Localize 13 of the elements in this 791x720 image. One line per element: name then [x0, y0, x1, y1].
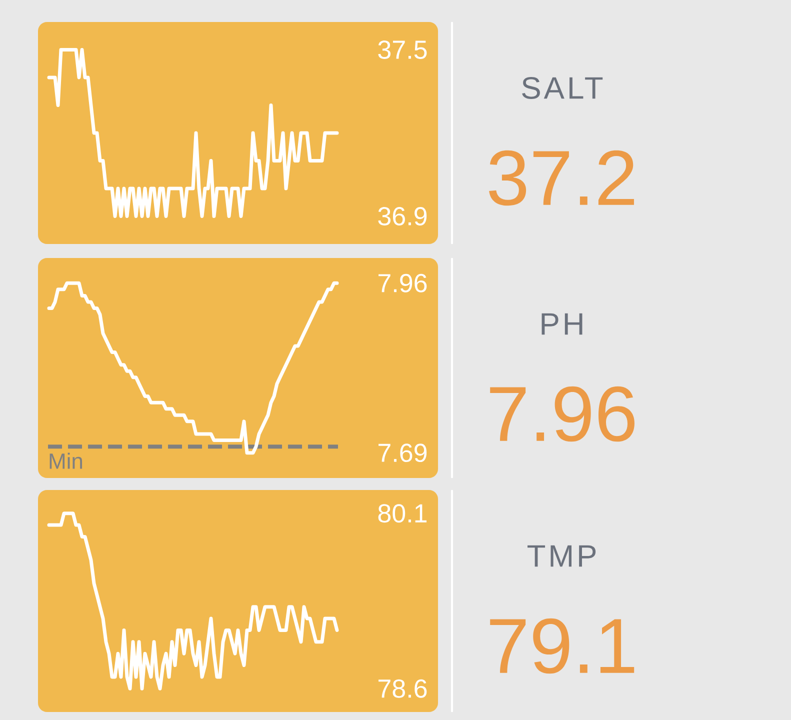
y-tick-label: 7.96 [378, 274, 427, 292]
text: SALT [522, 77, 603, 99]
text: PH [542, 313, 582, 335]
y-tick-label: 80.1 [378, 504, 427, 523]
y-tick-label: 78.6 [378, 679, 427, 698]
ref-line-label: Min [50, 452, 82, 469]
y-tick-label: 7.69 [378, 444, 427, 462]
y-tick-label: 36.9 [378, 207, 427, 226]
text: 37.2 [489, 150, 634, 206]
text: 79.1 [490, 618, 634, 674]
y-tick-label: 37.5 [378, 40, 427, 59]
text: TMP [528, 545, 596, 567]
text: 7.96 [490, 386, 634, 442]
